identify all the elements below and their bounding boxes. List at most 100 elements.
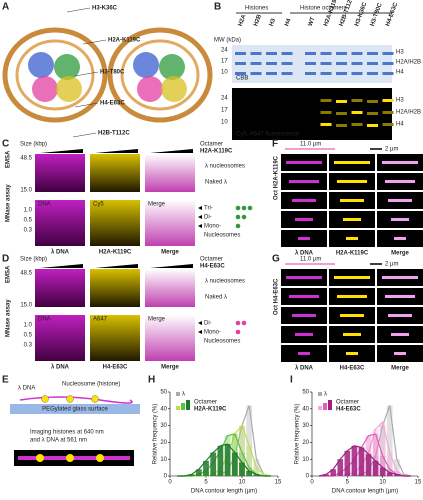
band-label: λ nucleosomes [205, 164, 245, 170]
legend-label: Octamer [336, 400, 359, 406]
wedge [40, 149, 83, 153]
bar [379, 455, 386, 476]
bottom-label: H4-E63C [103, 365, 128, 371]
image [145, 154, 195, 192]
panel-label: H [148, 375, 155, 386]
bar [224, 444, 231, 476]
bar [323, 474, 329, 476]
label: Size (kbp) [20, 257, 47, 263]
label: Imaging histones at 640 nm [30, 430, 104, 436]
molecule [382, 161, 418, 164]
band [266, 52, 277, 55]
nuc-icon [235, 329, 241, 335]
molecule [334, 276, 370, 279]
band-label: Mono- [204, 224, 221, 230]
x-tick-label: 5 [204, 480, 208, 486]
bar [253, 474, 260, 476]
legend-label: H4-E63C [336, 407, 361, 413]
label: MNase assay [6, 184, 12, 222]
mw-tick: 17 [221, 108, 228, 114]
lane-label: H3-K36C [354, 1, 368, 27]
wedge [150, 264, 193, 268]
column-label: A647 [93, 317, 108, 323]
fit-line [177, 424, 271, 477]
dna-wrap [120, 39, 200, 111]
molecule [337, 295, 367, 298]
size-tick: 0.5 [24, 333, 33, 339]
bottom-label: Merge [391, 251, 409, 257]
bar [401, 474, 407, 476]
y-tick-label: 30 [160, 423, 167, 429]
band [367, 72, 378, 75]
band [367, 62, 378, 65]
nuc-icon [66, 395, 74, 403]
label: 2 µm [385, 262, 398, 268]
band [281, 62, 293, 65]
histone [159, 54, 185, 80]
nuc-icon [235, 320, 241, 326]
label: Cy5, A647 fluorescence [236, 132, 300, 138]
molecule [298, 352, 310, 355]
molecule [289, 295, 319, 298]
arrow [198, 321, 202, 325]
label: CBB [236, 76, 248, 82]
molecule [382, 276, 418, 279]
label: Size (kbp) [20, 142, 47, 148]
histone [28, 52, 54, 78]
molecule [385, 180, 415, 183]
bar [231, 452, 238, 476]
band [336, 100, 347, 103]
molecule [394, 237, 406, 240]
molecule [343, 333, 361, 336]
molecule [391, 333, 409, 336]
histone [133, 52, 159, 78]
x-tick-label: 5 [346, 480, 350, 486]
lane-label: H4-E63C [385, 1, 399, 27]
arrow [198, 224, 202, 228]
panel-label: A [2, 2, 9, 13]
mw-tick: 10 [221, 70, 228, 76]
y-axis-label: Relative frequency (%) [153, 404, 159, 465]
x-tick-label: 10 [379, 480, 386, 486]
bottom-label: H2A-K119C [336, 251, 369, 257]
band [281, 72, 293, 75]
gel-fluor [232, 88, 392, 140]
legend-label: H2A-K119C [194, 407, 227, 413]
molecule [334, 161, 370, 164]
annotation: H2B-T112C [98, 131, 130, 137]
legend-swatch [323, 403, 327, 410]
band-label: H2A/H2B [396, 110, 421, 116]
lane-label: H2B [253, 13, 263, 27]
wedge [95, 264, 138, 268]
band [336, 52, 347, 55]
pointer [66, 7, 91, 13]
wedge [150, 149, 193, 153]
bar [239, 425, 245, 476]
molecule [286, 161, 322, 164]
band [336, 112, 347, 115]
band-label: H3 [396, 50, 404, 56]
panel-label: C [2, 139, 9, 150]
dna-strand [19, 396, 133, 404]
y-tick-label: 10 [160, 457, 167, 463]
bar [260, 474, 267, 476]
band [382, 62, 394, 65]
dna-wrap [2, 27, 108, 123]
panel-label: I [290, 375, 293, 386]
bar [365, 454, 372, 476]
column-label: Merge [148, 317, 166, 323]
band [382, 99, 394, 102]
band-label: Naked λ [205, 295, 227, 301]
y-tick-label: 20 [160, 440, 167, 446]
panel-label: B [214, 2, 221, 13]
band [320, 62, 332, 65]
image [35, 315, 85, 361]
lane-label: H3 [269, 17, 277, 27]
image [35, 269, 85, 307]
image [90, 269, 140, 307]
nuc-icon [247, 205, 253, 211]
bar [372, 434, 379, 476]
bottom-label: λ DNA [51, 365, 70, 371]
bottom-label: Merge [391, 366, 409, 372]
